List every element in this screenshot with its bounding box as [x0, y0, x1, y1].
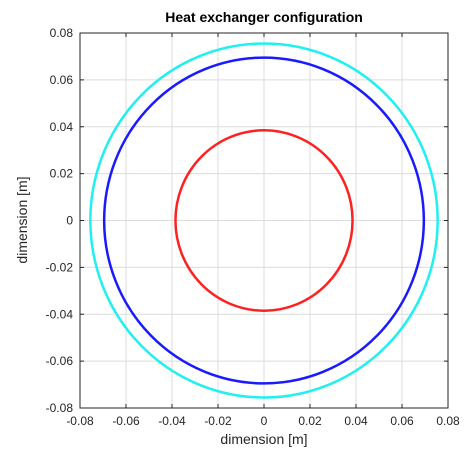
grid: [80, 33, 448, 408]
x-tick-label: 0.08: [436, 414, 460, 428]
y-tick-label: -0.06: [46, 354, 74, 368]
y-tick-label: -0.08: [46, 401, 74, 415]
x-tick-label: -0.06: [112, 414, 140, 428]
x-tick-label: -0.08: [66, 414, 94, 428]
y-tick-labels: 0.08 0.06 0.04 0.02 0 -0.02 -0.04 -0.06 -0.08: [46, 26, 74, 415]
circle-series-3: [89, 42, 439, 399]
circle-series-1: [174, 129, 354, 312]
y-tick-label: 0.06: [50, 73, 74, 87]
x-tick-label: 0: [261, 414, 268, 428]
x-tick-label: 0.06: [390, 414, 414, 428]
y-tick-label: 0.04: [50, 120, 74, 134]
x-tick-label: 0.04: [344, 414, 368, 428]
x-axis-label: dimension [m]: [220, 431, 307, 447]
x-tick-label: -0.04: [158, 414, 186, 428]
ticks: [79, 32, 449, 409]
circle-series-2: [102, 56, 426, 385]
y-tick-label: 0.02: [50, 167, 74, 181]
x-tick-label: -0.02: [204, 414, 232, 428]
y-tick-label: 0.08: [50, 26, 74, 40]
x-tick-label: 0.02: [298, 414, 322, 428]
y-tick-label: 0: [66, 214, 73, 228]
y-tick-label: -0.04: [46, 307, 74, 321]
chart-title: Heat exchanger configuration: [165, 9, 363, 25]
y-tick-label: -0.02: [46, 260, 74, 274]
series-group: [89, 42, 439, 399]
x-tick-labels: -0.08 -0.06 -0.04 -0.02 0 0.02 0.04 0.06 0.08: [66, 414, 460, 428]
y-axis-label: dimension [m]: [14, 176, 30, 263]
